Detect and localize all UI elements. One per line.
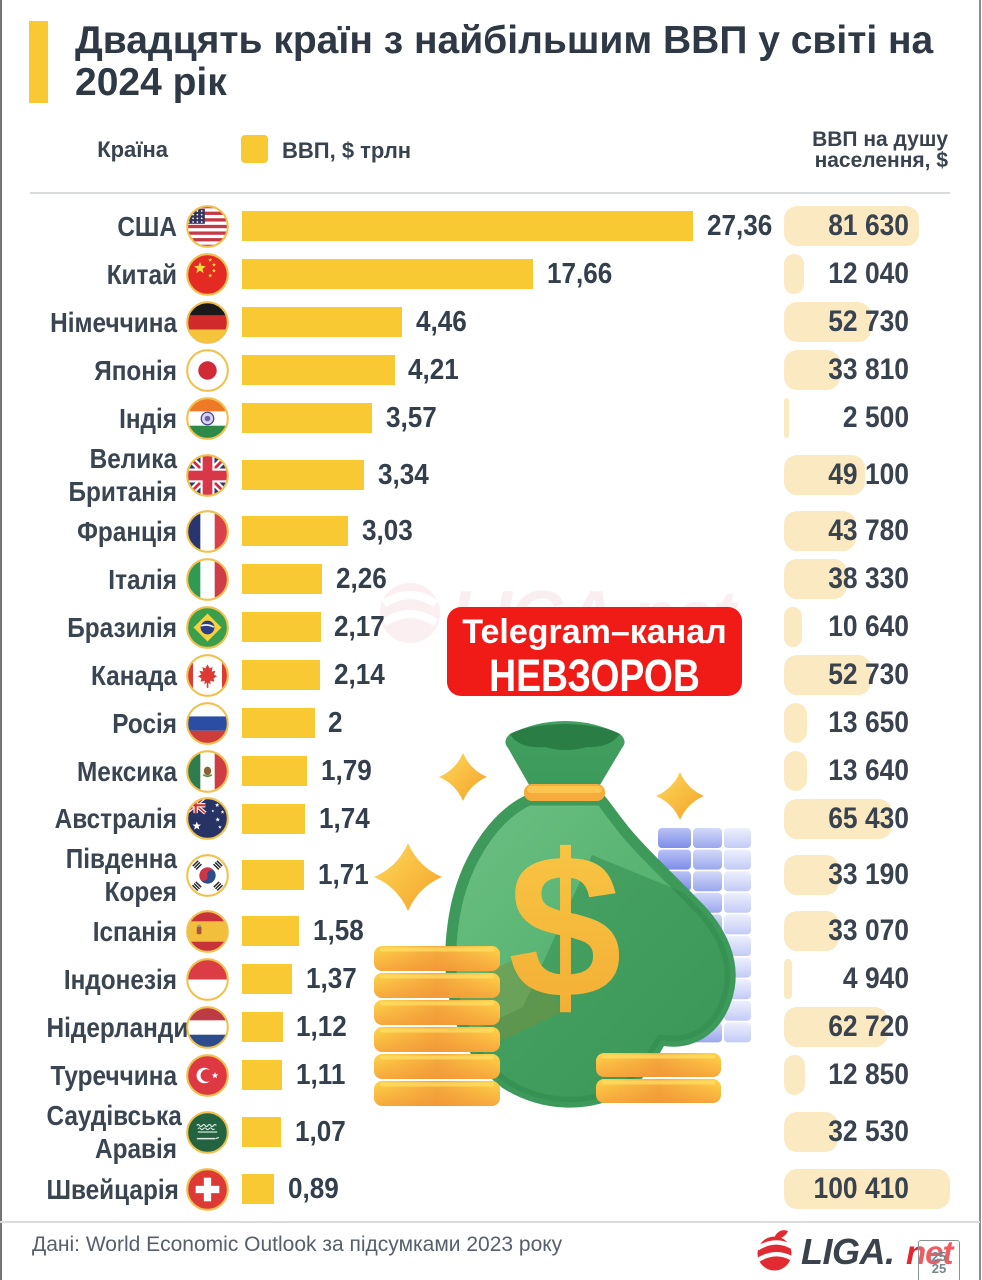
svg-text:$: $ [508,812,622,1041]
svg-text:LIGA.: LIGA. [801,1231,895,1272]
